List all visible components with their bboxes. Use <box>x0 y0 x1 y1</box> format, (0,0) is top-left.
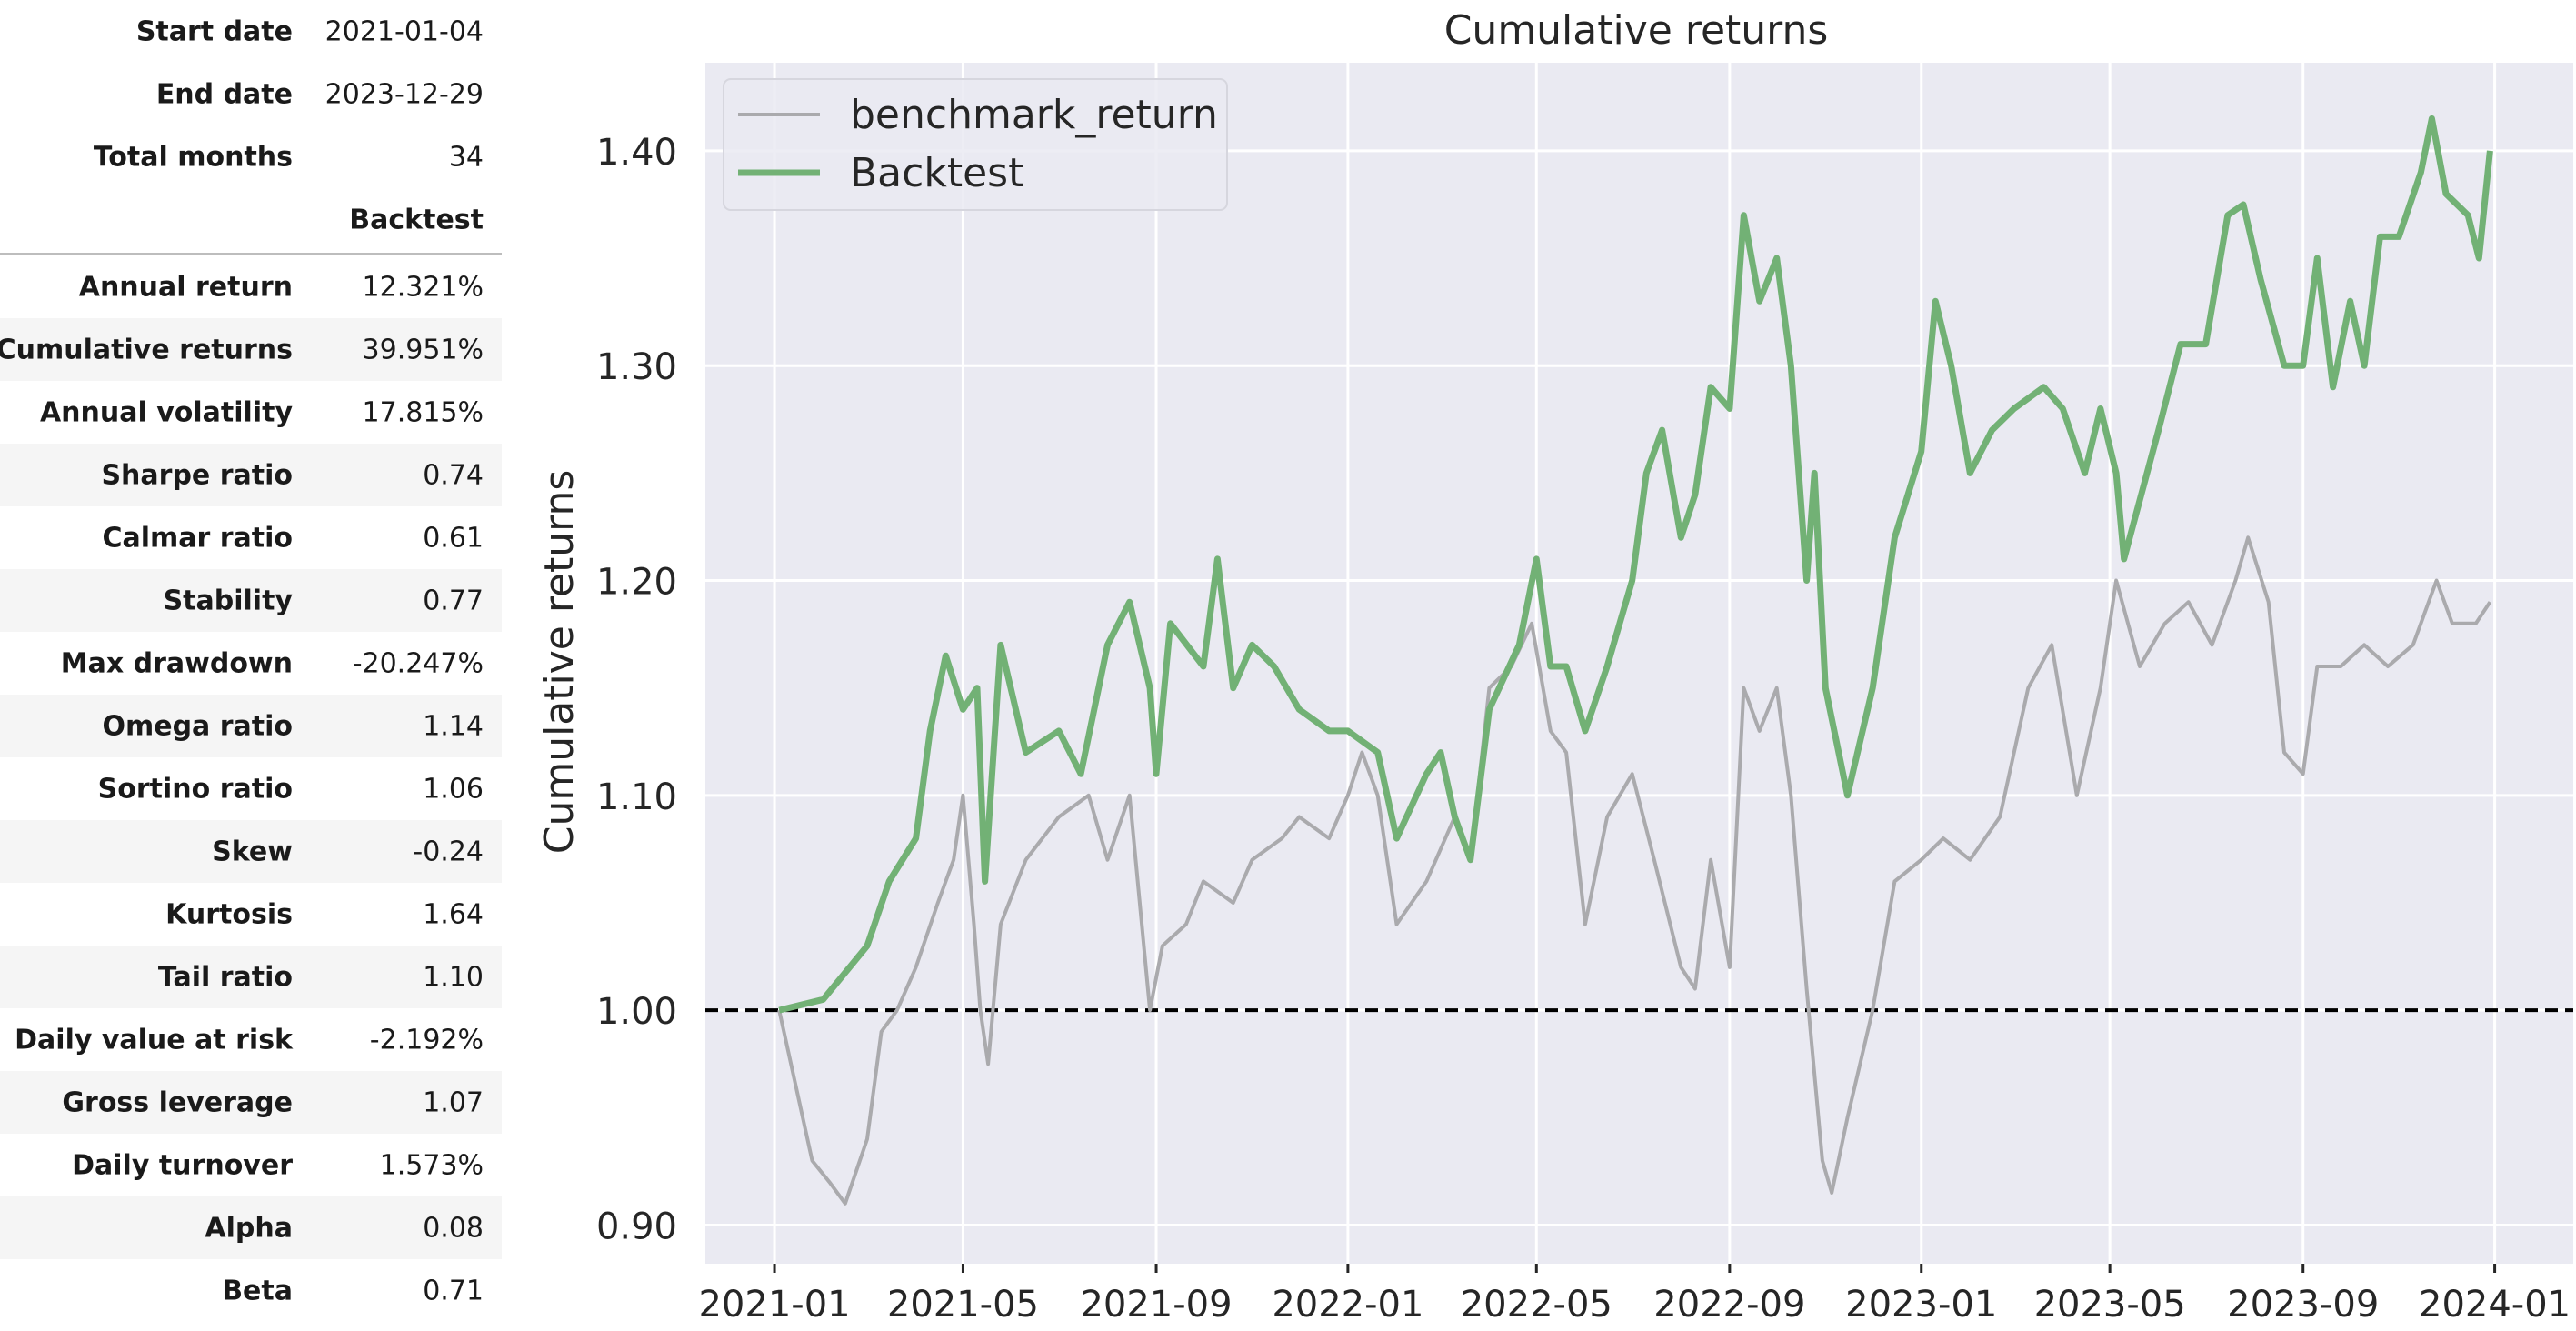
table-row: Stability 0.77 <box>0 569 502 632</box>
table-row: Max drawdown -20.247% <box>0 632 502 695</box>
legend-box <box>723 78 1228 211</box>
table-row: Sharpe ratio 0.74 <box>0 444 502 506</box>
info-row: Start date 2021-01-04 <box>0 0 502 63</box>
x-tick-label: 2022-05 <box>1461 1284 1612 1326</box>
table-row: Sortino ratio 1.06 <box>0 757 502 820</box>
x-tick-label: 2022-01 <box>1272 1284 1423 1326</box>
metric-value: 1.14 <box>423 710 484 742</box>
metric-label: Sortino ratio <box>97 773 293 805</box>
metric-label: Daily turnover <box>72 1149 293 1181</box>
series-line-backtest <box>778 115 2493 1014</box>
table-row: Calmar ratio 0.61 <box>0 506 502 569</box>
x-tick-label: 2021-05 <box>887 1284 1039 1326</box>
info-label: Start date <box>135 15 293 47</box>
metric-value: 39.951% <box>362 334 484 365</box>
metric-label: Cumulative returns <box>0 334 293 365</box>
metric-label: Annual return <box>78 271 293 303</box>
metric-value: 12.321% <box>362 271 484 303</box>
metric-label: Omega ratio <box>102 710 293 742</box>
table-row: Annual volatility 17.815% <box>0 381 502 444</box>
metric-value: 1.573% <box>379 1149 484 1181</box>
table-row: Tail ratio 1.10 <box>0 946 502 1008</box>
table-row: Daily value at risk -2.192% <box>0 1008 502 1071</box>
x-tick-label: 2023-05 <box>2034 1284 2186 1326</box>
table-row: Gross leverage 1.07 <box>0 1071 502 1134</box>
column-header: Backtest <box>349 204 484 235</box>
table-row: Skew -0.24 <box>0 820 502 883</box>
y-tick-label: 1.20 <box>596 562 677 604</box>
plot-area <box>705 63 2573 1264</box>
metric-label: Gross leverage <box>62 1086 293 1118</box>
legend-label: benchmark_return <box>850 92 1218 138</box>
table-row: Cumulative returns 39.951% <box>0 318 502 381</box>
x-tick-label: 2021-01 <box>698 1284 850 1326</box>
y-tick-label: 1.00 <box>596 991 677 1033</box>
series-line-benchmark-return <box>777 535 2492 1206</box>
info-label: End date <box>155 78 293 110</box>
x-tick-label: 2022-09 <box>1653 1284 1805 1326</box>
metric-value: 1.10 <box>423 961 484 993</box>
table-row: Beta 0.71 <box>0 1259 502 1322</box>
metric-label: Max drawdown <box>60 647 293 679</box>
metric-label: Alpha <box>205 1212 293 1244</box>
table-row: Kurtosis 1.64 <box>0 883 502 946</box>
y-tick-label: 1.30 <box>596 346 677 388</box>
metric-label: Kurtosis <box>165 898 293 930</box>
metric-label: Annual volatility <box>39 396 293 428</box>
legend-label: Backtest <box>850 150 1023 196</box>
table-row: Daily turnover 1.573% <box>0 1134 502 1196</box>
metric-value: 17.815% <box>362 396 484 428</box>
info-row: End date 2023-12-29 <box>0 63 502 125</box>
performance-stats-table: Start date 2021-01-04 End date 2023-12-2… <box>0 0 502 1322</box>
metric-label: Skew <box>212 836 293 867</box>
x-tick-label: 2021-09 <box>1080 1284 1232 1326</box>
x-tick-label: 2024-01 <box>2419 1284 2571 1326</box>
info-row: Total months 34 <box>0 125 502 188</box>
column-header-row: Backtest <box>0 188 502 251</box>
metric-value: 1.64 <box>423 898 484 930</box>
x-tick-label: 2023-09 <box>2227 1284 2379 1326</box>
info-value: 2021-01-04 <box>324 15 484 47</box>
y-tick-label: 0.90 <box>596 1206 677 1247</box>
metric-value: -0.24 <box>413 836 484 867</box>
metric-label: Calmar ratio <box>102 522 293 554</box>
table-row: Annual return 12.321% <box>0 255 502 318</box>
chart-title: Cumulative returns <box>1444 7 1829 54</box>
metric-value: 0.08 <box>423 1212 484 1244</box>
metric-label: Sharpe ratio <box>101 459 293 491</box>
metric-value: -2.192% <box>369 1024 484 1056</box>
y-tick-label: 1.10 <box>596 776 677 818</box>
table-row: Omega ratio 1.14 <box>0 695 502 757</box>
y-tick-label: 1.40 <box>596 132 677 174</box>
info-label: Total months <box>93 141 293 173</box>
info-value: 2023-12-29 <box>324 78 484 110</box>
metric-label: Beta <box>222 1275 293 1306</box>
metric-value: 1.07 <box>423 1086 484 1118</box>
info-value: 34 <box>448 141 484 173</box>
metric-label: Tail ratio <box>157 961 293 993</box>
metric-value: -20.247% <box>352 647 484 679</box>
metric-value: 0.74 <box>423 459 484 491</box>
metric-value: 0.61 <box>423 522 484 554</box>
metric-label: Stability <box>163 585 293 616</box>
table-row: Alpha 0.08 <box>0 1196 502 1259</box>
metric-label: Daily value at risk <box>15 1024 293 1056</box>
y-axis-label: Cumulative returns <box>536 470 583 855</box>
header-divider <box>0 253 502 255</box>
metric-value: 1.06 <box>423 773 484 805</box>
metric-value: 0.71 <box>423 1275 484 1306</box>
x-tick-label: 2023-01 <box>1845 1284 1997 1326</box>
metric-value: 0.77 <box>423 585 484 616</box>
